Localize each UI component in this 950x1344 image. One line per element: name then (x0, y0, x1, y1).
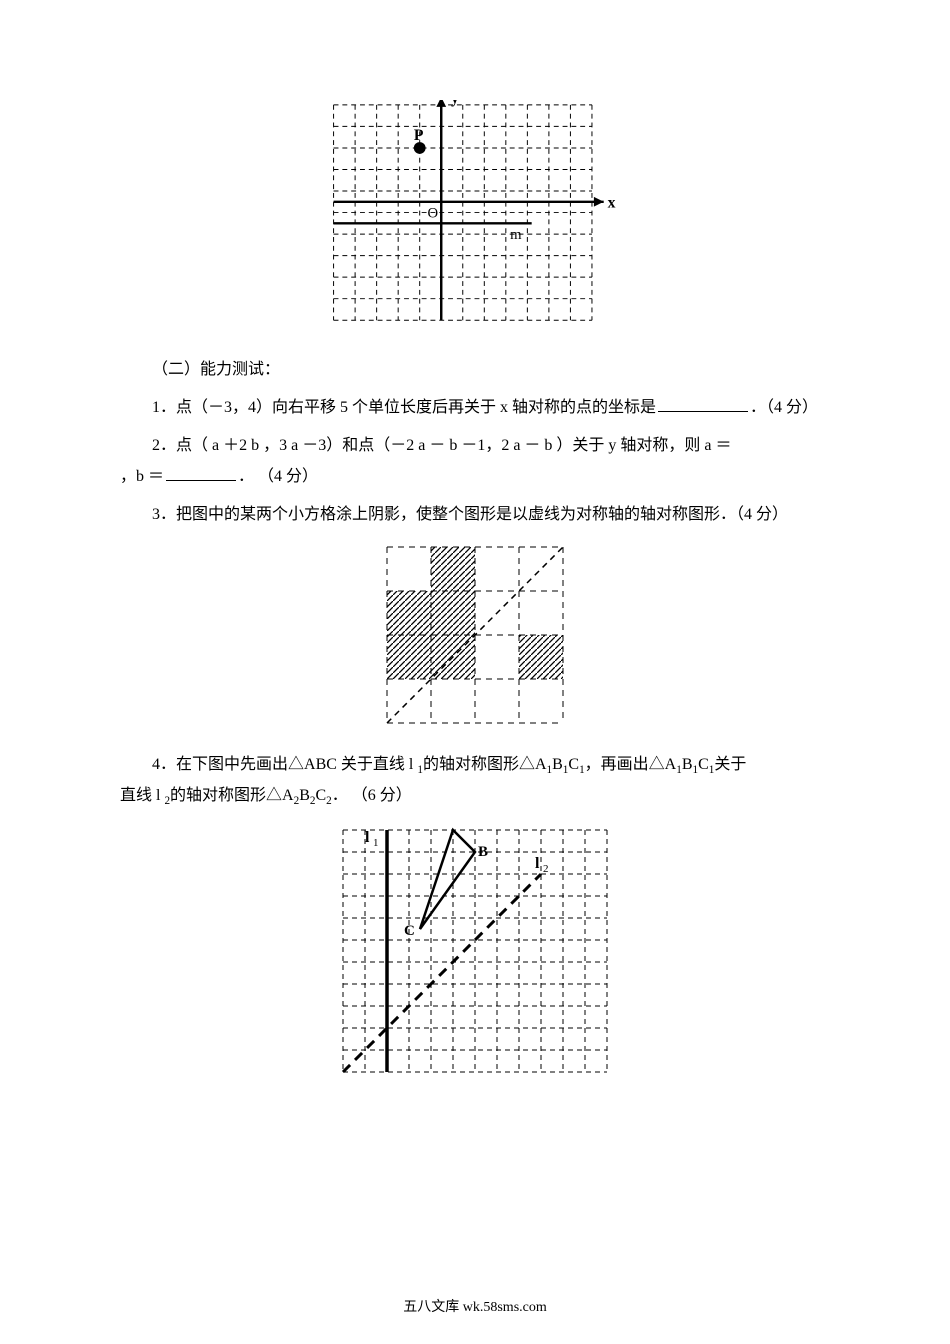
q4-te: ，再画出△A (585, 756, 677, 773)
svg-text:C: C (404, 923, 415, 939)
svg-text:B: B (478, 844, 488, 860)
q1-text-b: ．（4 分） (750, 399, 818, 416)
q2-line1: 2．点（ a ＋2 b ，3 a －3）和点（－2 a － b －1，2 a －… (120, 431, 830, 461)
q1-text-a: 点（－3，4）向右平移 5 个单位长度后再关于 x 轴对称的点的坐标是 (176, 399, 656, 416)
svg-text:y: y (451, 100, 459, 107)
q4-line1: 4．在下图中先画出△ABC 关于直线 l 1的轴对称图形△A1B1C1，再画出△… (120, 750, 830, 781)
q4-line2: 直线 l 2的轴对称图形△A2B2C2． （6 分） (120, 781, 830, 812)
svg-text:m: m (510, 227, 522, 243)
page: y x Om P （二）能力测试： 1．点（－3，4）向右平移 5 个单位长度后再关于… (0, 0, 950, 1344)
question-2: 2．点（ a ＋2 b ，3 a －3）和点（－2 a － b －1，2 a －… (120, 431, 830, 492)
q2-num: 2． (152, 437, 176, 454)
figure-3-svg (385, 545, 565, 725)
footer-text: 五八文库 wk.58sms.com (403, 1300, 547, 1315)
svg-text:A: A (449, 827, 460, 830)
figure-4-wrap: l1l2ABC (120, 827, 830, 1080)
page-footer: 五八文库 wk.58sms.com (0, 1296, 950, 1316)
figure-3-wrap (120, 545, 830, 730)
svg-text:1: 1 (373, 837, 379, 849)
svg-text:l: l (535, 855, 540, 872)
q4-ta: 在下图中先画出△ABC 关于直线 l (176, 756, 417, 773)
svg-text:l: l (365, 829, 370, 846)
q3-line: 3．把图中的某两个小方格涂上阴影，使整个图形是以虚线为对称轴的轴对称图形．（4 … (120, 500, 830, 530)
q2-line2-b: ． （4 分） (238, 468, 318, 485)
q3-text: 把图中的某两个小方格涂上阴影，使整个图形是以虚线为对称轴的轴对称图形．（4 分） (176, 506, 788, 523)
q1-line1: 1．点（－3，4）向右平移 5 个单位长度后再关于 x 轴对称的点的坐标是 ．（4… (120, 393, 830, 423)
q1-num: 1． (152, 399, 176, 416)
section-head: （二）能力测试： (120, 355, 830, 379)
q2-text-a: 点（ a ＋2 b ，3 a －3）和点（－2 a － b －1，2 a － b… (176, 437, 732, 454)
q4-tf: B (682, 756, 693, 773)
q4-l2b: 的轴对称图形△A (170, 787, 294, 804)
q4-th: 关于 (714, 756, 746, 773)
figure-1-wrap: y x Om P (120, 100, 830, 335)
svg-text:x: x (608, 195, 616, 212)
section-head-text: （二）能力测试： (152, 361, 280, 378)
question-3: 3．把图中的某两个小方格涂上阴影，使整个图形是以虚线为对称轴的轴对称图形．（4 … (120, 500, 830, 530)
svg-text:P: P (414, 127, 424, 144)
svg-text:2: 2 (543, 863, 549, 875)
q2-line2-a: ，b ＝ (120, 468, 164, 485)
figure-1-svg: y x Om P (328, 100, 622, 330)
q4-l2c: B (299, 787, 310, 804)
q4-tg: C (698, 756, 709, 773)
q4-l2a: 直线 l (120, 787, 164, 804)
q4-tc: B (552, 756, 563, 773)
q4-tb: 的轴对称图形△A (423, 756, 547, 773)
q1-blank (658, 396, 748, 412)
question-1: 1．点（－3，4）向右平移 5 个单位长度后再关于 x 轴对称的点的坐标是 ．（4… (120, 393, 830, 423)
q3-num: 3． (152, 506, 176, 523)
q4-l2e: ． （6 分） (332, 787, 412, 804)
q4-num: 4． (152, 756, 176, 773)
question-4: 4．在下图中先画出△ABC 关于直线 l 1的轴对称图形△A1B1C1，再画出△… (120, 750, 830, 813)
q4-td: C (568, 756, 579, 773)
svg-text:O: O (428, 205, 439, 221)
q2-blank (166, 465, 236, 481)
q2-line2: ，b ＝ ． （4 分） (120, 462, 830, 492)
q4-l2d: C (315, 787, 326, 804)
figure-4-svg: l1l2ABC (340, 827, 610, 1075)
